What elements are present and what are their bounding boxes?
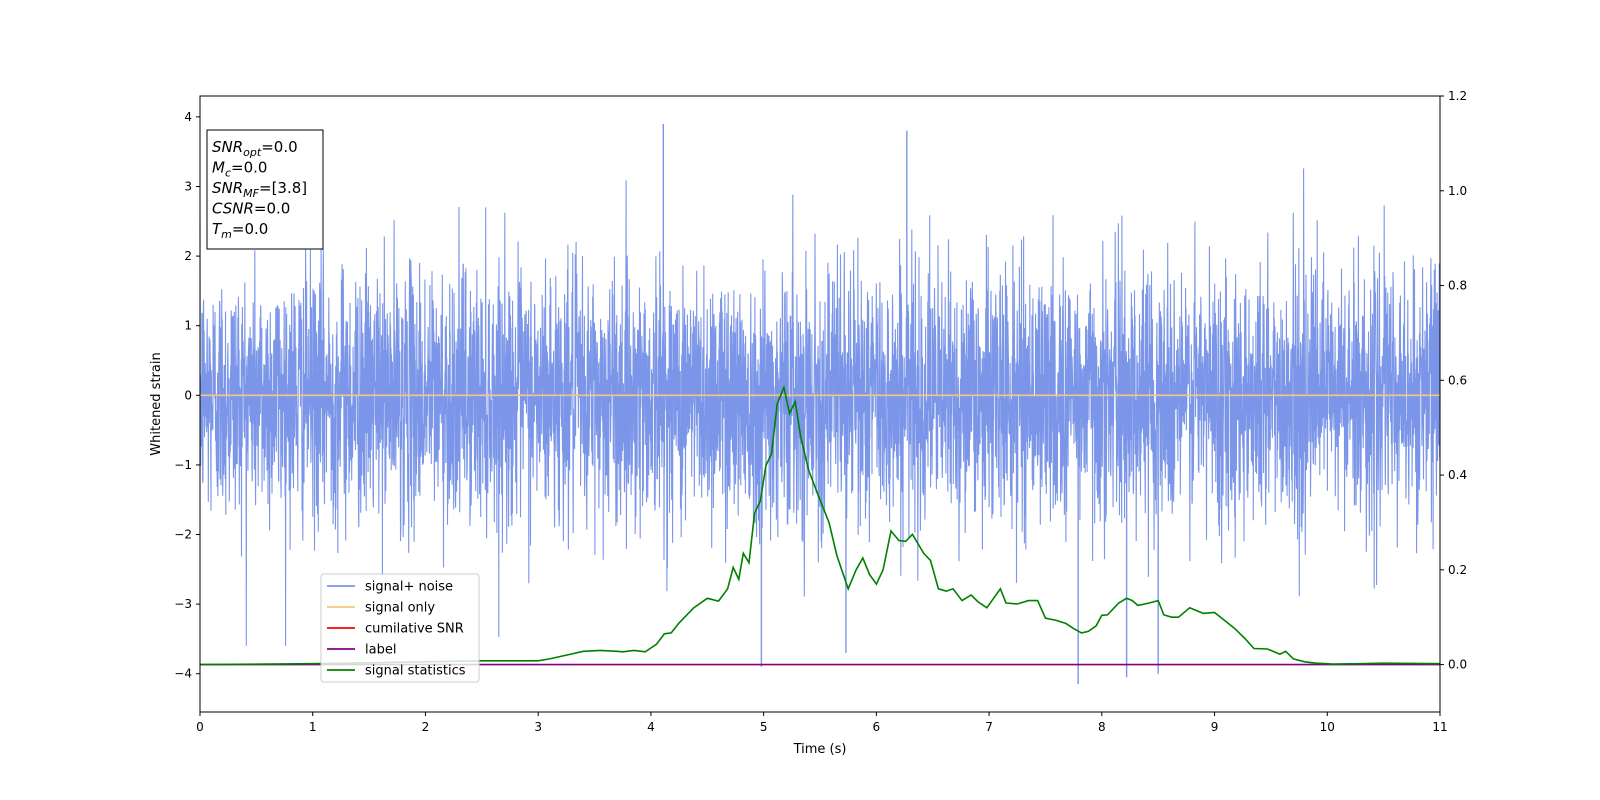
info-symbol: SNR (212, 179, 243, 197)
signal-noise-series (199, 123, 1441, 685)
info-value: =0.0 (261, 138, 297, 156)
info-box-line: Mc=0.0 (212, 159, 267, 180)
info-value: =[3.8] (259, 179, 307, 197)
info-subscript: c (225, 167, 231, 180)
y-tick-label: 4 (184, 110, 192, 124)
y-tick-label: −1 (174, 458, 192, 472)
legend-label: signal+ noise (365, 580, 453, 595)
y2-tick-label: 0.8 (1448, 279, 1467, 293)
info-box-line: CSNR=0.0 (212, 200, 290, 218)
info-symbol: SNR (212, 138, 243, 156)
axes-layer: 0 1 2 3 4 5 6 7 8 9 10 11 −4 −3 −2 −1 0 1 2 3 4 0.0 0.2 0.4 0.6 0… (174, 89, 1467, 734)
legend-label: label (365, 643, 396, 658)
y2-tick-label: 0.2 (1448, 563, 1467, 577)
x-tick-label: 3 (534, 720, 542, 734)
series-signal-statistics (199, 384, 1441, 666)
legend-label: signal statistics (365, 664, 466, 679)
y2-tick-label: 0.6 (1448, 373, 1467, 387)
info-value: =0.0 (232, 220, 268, 238)
info-subscript: m (221, 228, 232, 241)
info-subscript: MF (243, 187, 259, 200)
y-tick-label: 2 (184, 249, 192, 263)
info-value: =0.0 (254, 200, 290, 218)
x-tick-label: 2 (422, 720, 430, 734)
info-box-line: SNRopt=0.0 (212, 138, 298, 159)
x-tick-label: 10 (1320, 720, 1335, 734)
x-tick-label: 4 (647, 720, 655, 734)
y-tick-label: −2 (174, 528, 192, 542)
x-tick-label: 6 (873, 720, 881, 734)
x-tick-label: 7 (985, 720, 993, 734)
info-symbol: CSNR (212, 200, 254, 218)
plot-frame (199, 95, 1441, 713)
x-tick-label: 9 (1211, 720, 1219, 734)
info-value: =0.0 (231, 159, 267, 177)
legend: signal+ noise signal only cumilative SNR la… (320, 573, 480, 683)
x-tick-label: 5 (760, 720, 768, 734)
legend-label: signal only (365, 601, 435, 616)
info-box-line: SNRMF=[3.8] (212, 179, 307, 200)
info-box: SNRopt=0.0Mc=0.0SNRMF=[3.8]CSNR=0.0Tm=0.… (206, 129, 324, 250)
legend-frame (320, 573, 480, 683)
y-tick-label: 3 (184, 179, 192, 193)
legend-label: cumilative SNR (365, 622, 464, 637)
info-symbol: M (212, 159, 225, 177)
signal-noise-line (199, 168, 1441, 646)
x-tick-label: 0 (196, 720, 204, 734)
y-tick-label: −4 (174, 667, 192, 681)
y2-tick-label: 0.0 (1448, 658, 1467, 672)
x-tick-label: 1 (309, 720, 317, 734)
x-axis-label: Time (s) (793, 742, 847, 757)
x-tick-label: 8 (1098, 720, 1106, 734)
info-box-line: Tm=0.0 (212, 220, 268, 241)
y2-tick-label: 1.0 (1448, 184, 1467, 198)
y2-tick-label: 0.4 (1448, 468, 1467, 482)
y2-tick-label: 1.2 (1448, 89, 1467, 103)
x-tick-label: 11 (1432, 720, 1447, 734)
info-box-frame (206, 129, 324, 250)
info-subscript: opt (243, 146, 262, 159)
info-symbol: T (212, 220, 223, 238)
y-axis-label: Whitened strain (149, 352, 164, 455)
y-tick-label: 1 (184, 319, 192, 333)
y-tick-label: −3 (174, 597, 192, 611)
y-tick-label: 0 (184, 388, 192, 402)
